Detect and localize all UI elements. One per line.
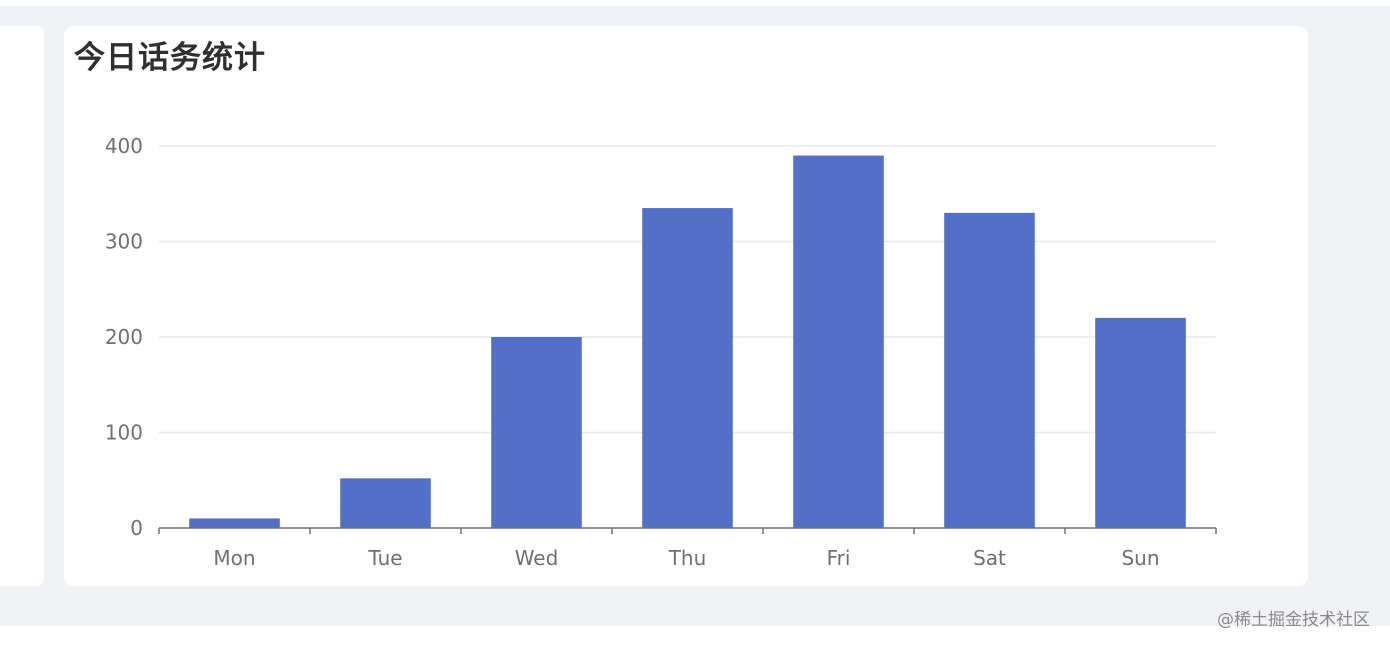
y-tick-label: 0 (130, 516, 143, 540)
bar-wed (491, 337, 582, 528)
y-tick-label: 200 (105, 325, 143, 349)
bar-chart: 0 100 200 300 400 Mon Tue Wed Thu Fri Sat Sun (105, 134, 1217, 570)
x-tick-label: Fri (827, 546, 851, 570)
bar-tue (340, 478, 431, 528)
x-tick-label: Sun (1121, 546, 1159, 570)
x-tick-label: Wed (515, 546, 559, 570)
watermark: @稀土掘金技术社区 (1217, 610, 1370, 630)
x-tick-label: Tue (367, 546, 402, 570)
x-tick-label: Mon (213, 546, 255, 570)
bar-mon (189, 518, 280, 528)
y-tick-label: 300 (105, 230, 143, 254)
bar-sun (1095, 317, 1186, 528)
y-tick-label: 400 (105, 134, 143, 158)
axes: 0 100 200 300 400 Mon Tue Wed Thu Fri Sat Sun (105, 134, 1217, 570)
x-tick-label: Thu (668, 546, 707, 570)
bar-sat (944, 212, 1035, 528)
bar-fri (793, 155, 884, 529)
left-panel-card (0, 26, 44, 586)
card-title: 今日话务统计 (74, 40, 266, 76)
bars (189, 155, 1186, 529)
x-tick-label: Sat (973, 546, 1006, 570)
y-tick-label: 100 (105, 421, 143, 445)
bar-thu (642, 208, 733, 528)
call-stats-card: 今日话务统计 0 100 200 300 400 Mon Tue Wed Thu Fri Sat Su… (64, 26, 1308, 586)
